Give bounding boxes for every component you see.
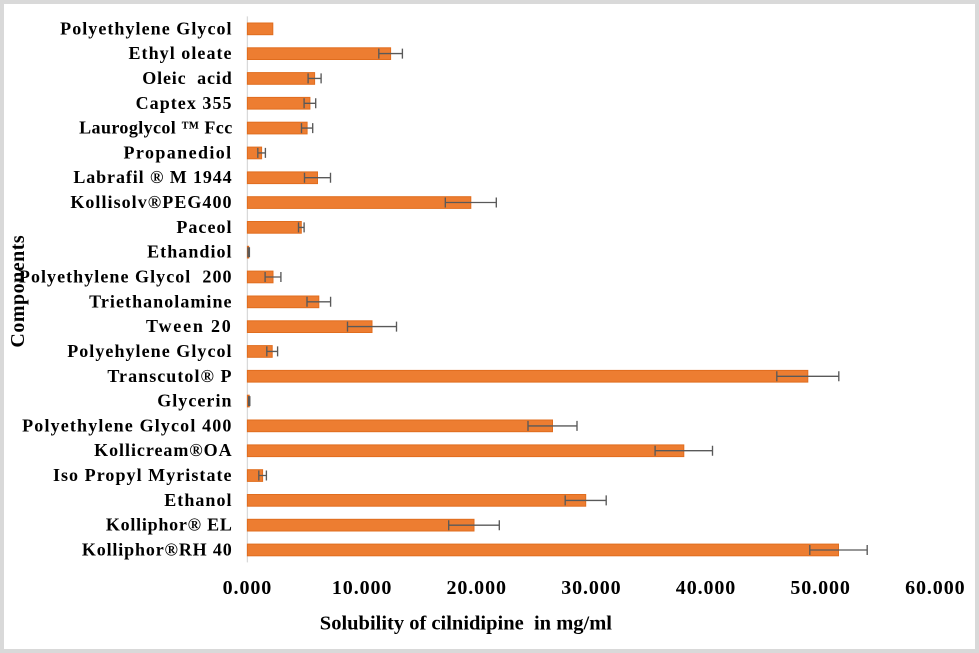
svg-text:Solubility of cilnidipine in: Solubility of cilnidipine in mg/ml — [320, 613, 612, 635]
svg-text:Iso Propyl Myristate: Iso Propyl Myristate — [53, 465, 233, 485]
svg-text:Tween 20: Tween 20 — [146, 316, 233, 336]
svg-text:Ethyl oleate: Ethyl oleate — [129, 43, 233, 63]
svg-text:0.000: 0.000 — [223, 577, 273, 599]
svg-text:30.000: 30.000 — [561, 577, 621, 599]
svg-text:Propanediol: Propanediol — [124, 142, 233, 162]
svg-text:Ethandiol: Ethandiol — [147, 242, 232, 262]
svg-text:Paceol: Paceol — [176, 217, 232, 237]
svg-text:Oleic acid: Oleic acid — [142, 68, 232, 88]
svg-text:Kollisolv®PEG400: Kollisolv®PEG400 — [70, 192, 232, 212]
svg-text:Components: Components — [7, 235, 29, 348]
svg-text:40.000: 40.000 — [676, 577, 736, 599]
svg-text:Glycerin: Glycerin — [157, 391, 232, 411]
svg-text:Kollicream®OA: Kollicream®OA — [94, 440, 232, 460]
svg-text:Ethanol: Ethanol — [164, 490, 232, 510]
svg-text:Transcutol® P: Transcutol® P — [107, 366, 232, 386]
svg-text:Kolliphor® EL: Kolliphor® EL — [106, 515, 233, 535]
svg-text:20.000: 20.000 — [446, 577, 506, 599]
svg-text:10.000: 10.000 — [332, 577, 392, 599]
svg-text:Triethanolamine: Triethanolamine — [89, 291, 232, 311]
svg-text:Polyehylene Glycol: Polyehylene Glycol — [67, 341, 232, 361]
svg-text:Labrafil ® M 1944: Labrafil ® M 1944 — [73, 167, 232, 187]
svg-text:Polyethylene Glycol 400: Polyethylene Glycol 400 — [22, 415, 232, 435]
svg-text:Polyethylene Glycol: Polyethylene Glycol — [60, 18, 232, 38]
svg-text:Kolliphor®RH 40: Kolliphor®RH 40 — [82, 540, 233, 560]
svg-text:Captex 355: Captex 355 — [136, 93, 233, 113]
svg-text:Lauroglycol ™ Fcc: Lauroglycol ™ Fcc — [79, 118, 232, 138]
svg-text:Polyethylene Glycol 200: Polyethylene Glycol 200 — [19, 267, 233, 287]
svg-text:60.000: 60.000 — [905, 577, 965, 599]
svg-text:50.000: 50.000 — [790, 577, 850, 599]
